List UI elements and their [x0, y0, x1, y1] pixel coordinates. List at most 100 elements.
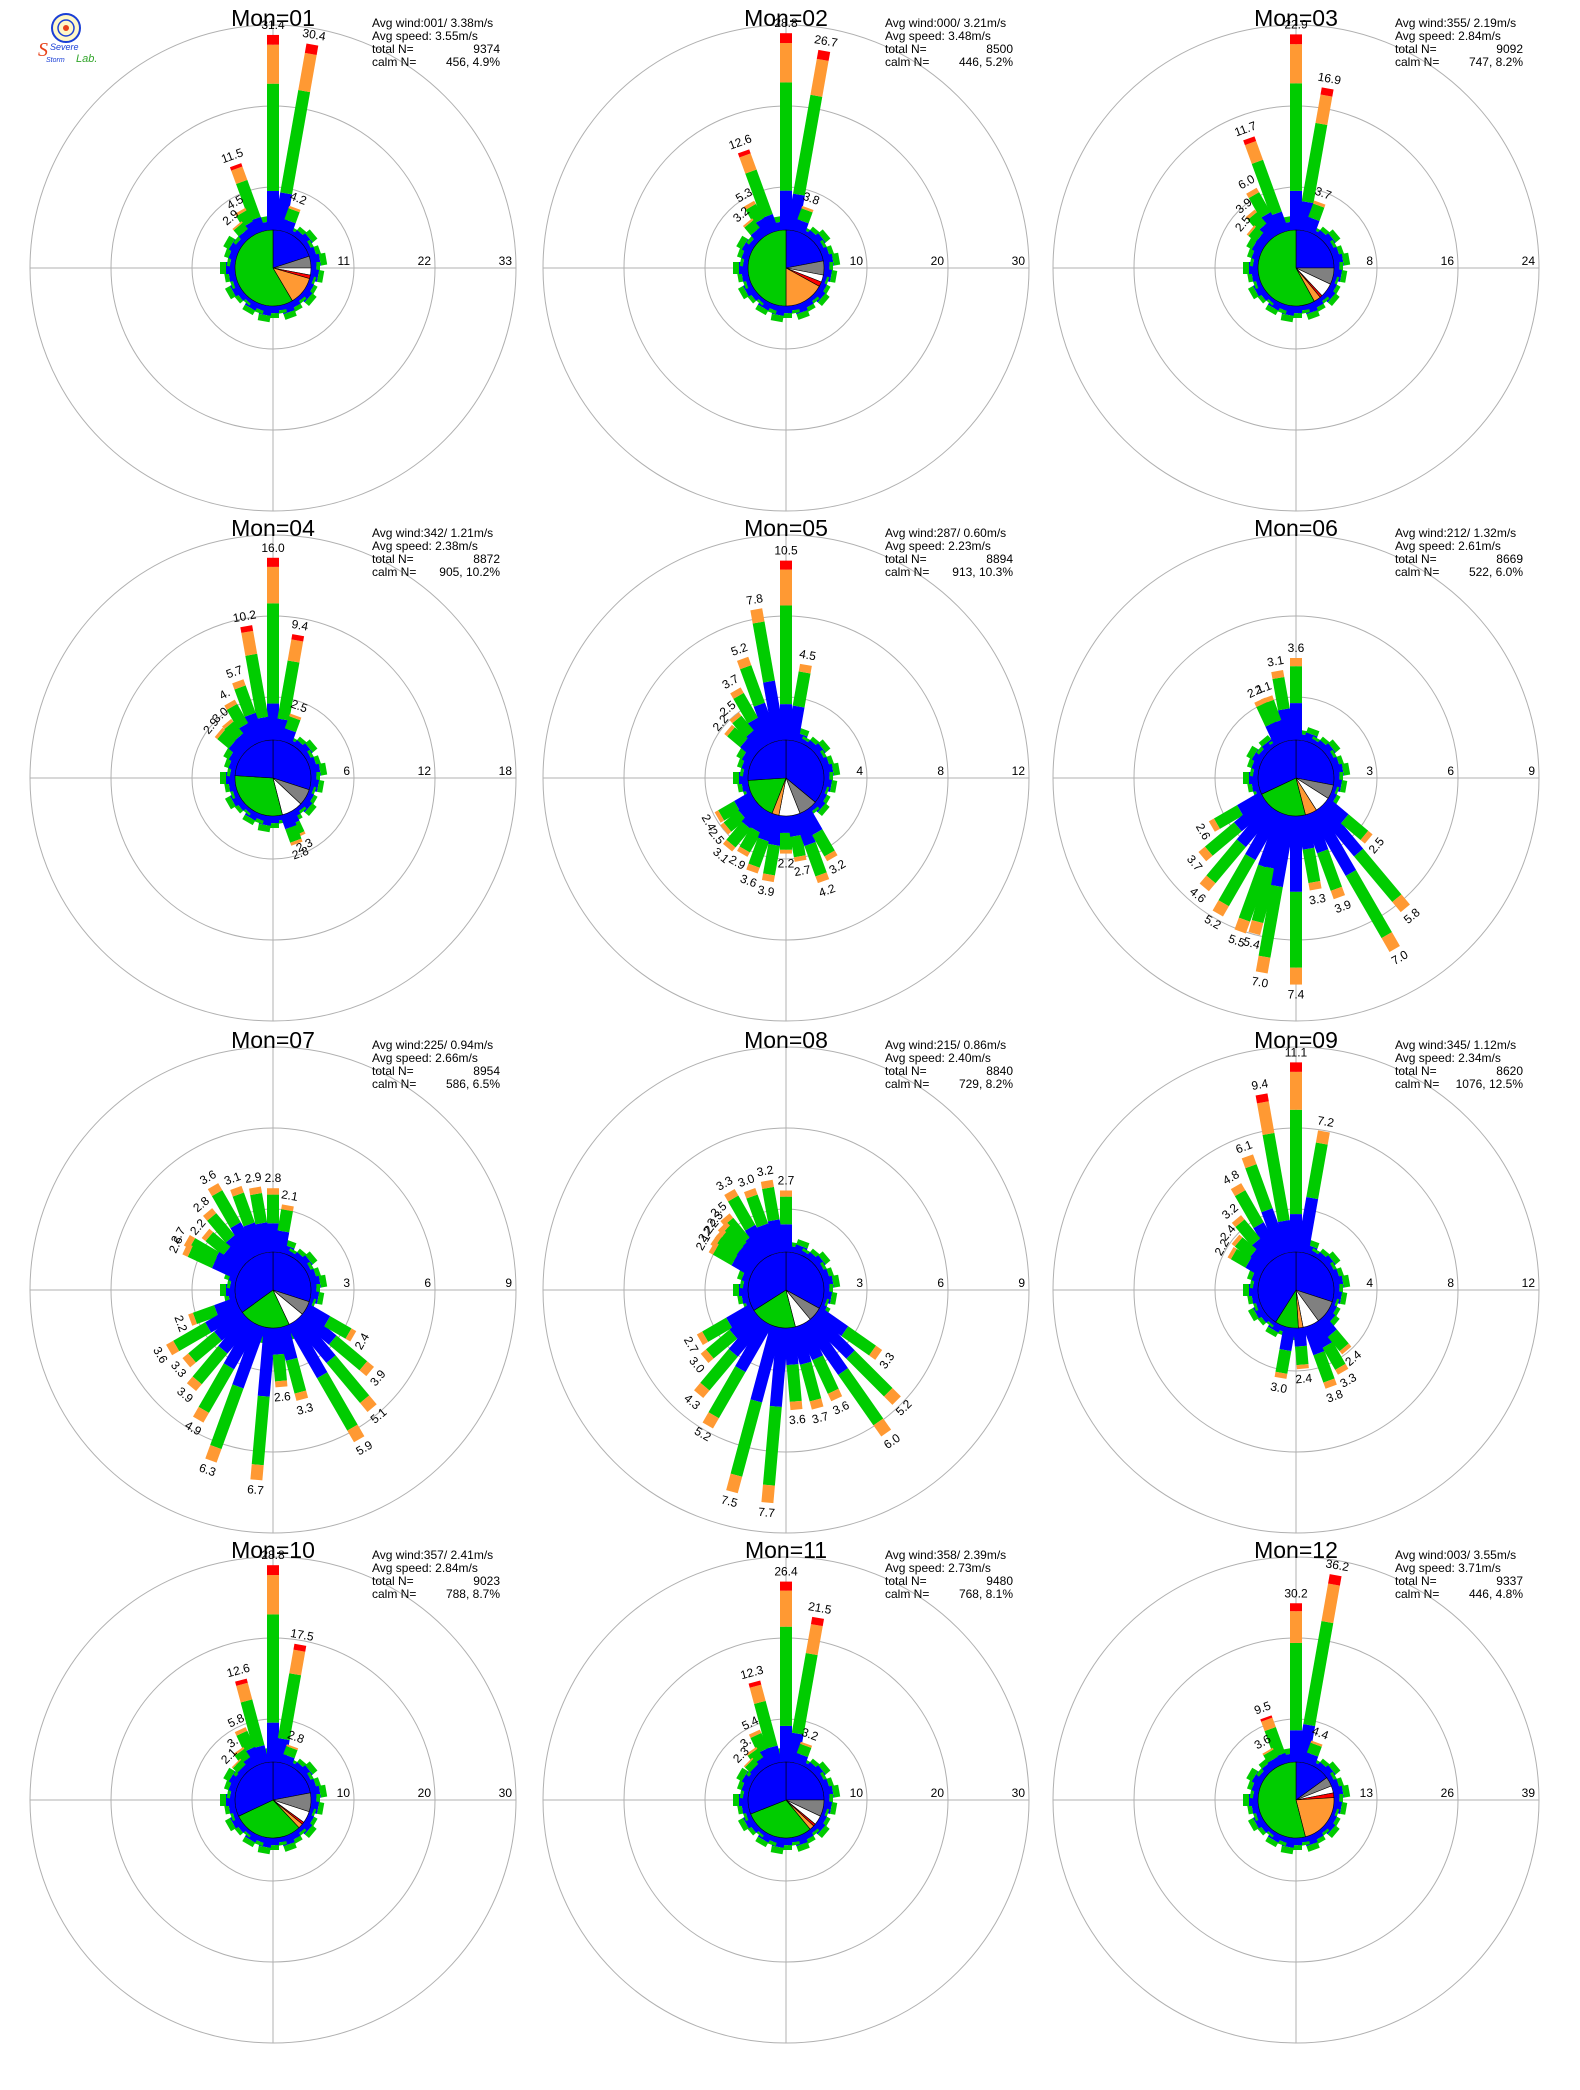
petal-label: 9.4	[1250, 1076, 1269, 1093]
chart-title: Mon=10	[231, 1537, 315, 1563]
petal	[1255, 814, 1296, 974]
petal	[730, 687, 773, 749]
petal-label: 3.6	[788, 1412, 806, 1427]
petal-minor-segment	[1265, 304, 1279, 316]
petal-segment	[1313, 200, 1326, 208]
petal-segment	[780, 1590, 792, 1627]
petal-minor-segment	[318, 762, 328, 776]
petal-segment	[1290, 816, 1302, 892]
petal-segment	[786, 193, 805, 232]
pie-slice	[1257, 739, 1297, 795]
petal-minor-segment	[831, 1784, 841, 1798]
petal	[1231, 1215, 1277, 1265]
petal-segment	[1261, 1717, 1276, 1732]
petal-minor-segment	[780, 313, 792, 318]
petal-segment	[1257, 223, 1277, 243]
petal	[1290, 816, 1302, 985]
petal-minor-segment	[1328, 1251, 1341, 1265]
petal-segment	[1255, 1093, 1269, 1104]
petal-segment	[761, 873, 775, 883]
petal-label: 3.7	[810, 1409, 830, 1427]
petal	[1315, 803, 1410, 913]
petal-segment	[205, 1231, 231, 1256]
petal	[743, 1188, 779, 1257]
petal-segment	[745, 203, 765, 224]
petal-label: 5.4	[1242, 934, 1262, 952]
petal-segment	[747, 717, 773, 749]
petal-segment	[267, 83, 279, 191]
petal	[273, 1204, 294, 1254]
stats-line: Avg speed: 2.84m/s	[372, 1561, 478, 1575]
petal-segment	[280, 811, 297, 830]
petal-segment	[1234, 1237, 1257, 1259]
petal-segment	[236, 179, 261, 221]
ring-label: 4	[1366, 1276, 1373, 1290]
petal-label: 3.3	[295, 1400, 315, 1418]
petal-segment	[705, 1329, 738, 1359]
ring-label: 8	[1447, 1276, 1454, 1290]
petal-minor-segment	[283, 310, 297, 320]
petal-minor-segment	[755, 1836, 769, 1848]
petal-label: 3.9	[1333, 897, 1354, 916]
pie-slice	[747, 739, 787, 781]
petal	[799, 807, 838, 862]
petal-label: 3.6	[830, 1398, 851, 1418]
petal-label: 9.5	[1252, 1698, 1273, 1717]
chart-title: Mon=07	[231, 1027, 315, 1053]
petal-segment	[298, 1309, 337, 1345]
stats-line: Avg wind:212/ 1.32m/s	[1395, 526, 1516, 540]
petal-segment	[280, 728, 297, 745]
petal-segment	[238, 228, 254, 243]
petal-minor-segment	[1327, 1825, 1340, 1839]
petal-segment	[1301, 122, 1328, 204]
stats-line: calm N=	[1395, 55, 1439, 69]
ring-label: 12	[418, 764, 432, 778]
petal-segment	[326, 1355, 370, 1404]
petal-segment	[841, 1326, 876, 1356]
petal-segment	[869, 1345, 883, 1360]
ring-label: 10	[850, 1786, 864, 1800]
petal-segment	[793, 219, 809, 235]
petal-segment	[737, 149, 751, 158]
petal-segment	[1235, 1219, 1261, 1246]
petal	[802, 1317, 892, 1437]
petal-segment	[792, 671, 811, 708]
petal-segment	[240, 1699, 265, 1749]
petal-minor-segment	[737, 1818, 749, 1832]
petal-segment	[1308, 881, 1322, 891]
petal-segment	[277, 1209, 293, 1233]
pie-slice	[747, 229, 787, 307]
petal-minor-segment	[1280, 1845, 1294, 1855]
petal-segment	[738, 797, 761, 820]
petal-segment	[1204, 822, 1242, 856]
petal-label: 7.5	[719, 1492, 739, 1510]
pie-slice	[1295, 229, 1335, 269]
petal-segment	[188, 1312, 197, 1326]
petal-segment	[1251, 159, 1282, 216]
stats-line: Avg speed: 2.73m/s	[885, 1561, 991, 1575]
petal-minor-segment	[1243, 1794, 1249, 1806]
stats-line: calm N=	[885, 565, 929, 579]
petal-minor-segment	[257, 313, 271, 323]
pie-slice	[272, 1761, 311, 1801]
petal-segment	[1296, 1364, 1309, 1370]
stats-value: 586, 6.5%	[446, 1077, 500, 1091]
petal	[232, 679, 266, 745]
petal-segment	[780, 832, 792, 850]
petal-label: 22.9	[1284, 17, 1308, 31]
petal	[1309, 1319, 1349, 1375]
petal-segment	[1245, 209, 1257, 220]
stats-value: 905, 10.2%	[439, 565, 500, 579]
petal-label: 10.2	[232, 607, 258, 625]
petal-segment	[730, 687, 744, 699]
petal-segment	[267, 44, 279, 84]
petal-segment	[1254, 697, 1268, 708]
pie-slice	[1257, 1761, 1306, 1839]
petal-segment	[761, 1484, 775, 1504]
petal-segment	[1272, 676, 1290, 711]
stats-value: 9023	[473, 1574, 500, 1588]
petal-label: 12.3	[739, 1663, 765, 1683]
petal-segment	[224, 721, 244, 741]
petal-segment	[718, 801, 741, 821]
